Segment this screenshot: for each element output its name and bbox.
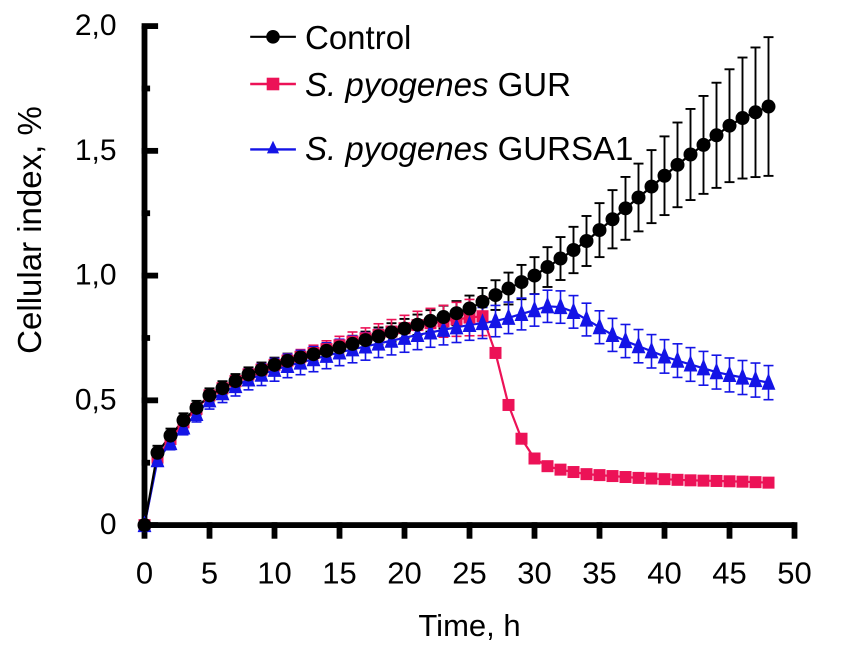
svg-text:10: 10 [257, 556, 291, 591]
svg-text:2,0: 2,0 [75, 9, 117, 42]
svg-text:15: 15 [322, 556, 356, 591]
svg-text:0: 0 [100, 508, 117, 541]
svg-text:40: 40 [647, 556, 681, 591]
svg-text:0,5: 0,5 [75, 383, 117, 416]
svg-text:30: 30 [517, 556, 551, 591]
svg-text:45: 45 [712, 556, 746, 591]
svg-text:20: 20 [387, 556, 421, 591]
svg-text:0: 0 [136, 556, 153, 591]
svg-text:50: 50 [777, 556, 811, 591]
svg-text:35: 35 [582, 556, 616, 591]
svg-text:5: 5 [201, 556, 218, 591]
svg-text:25: 25 [452, 556, 486, 591]
svg-text:1,0: 1,0 [75, 259, 117, 292]
svg-text:1,5: 1,5 [75, 134, 117, 167]
